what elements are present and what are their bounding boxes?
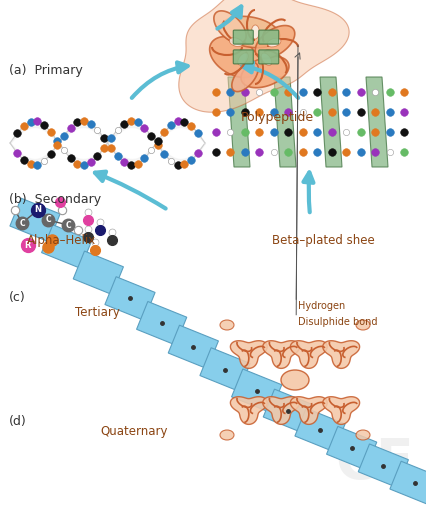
Polygon shape (327, 426, 377, 470)
Polygon shape (232, 62, 258, 92)
Polygon shape (263, 341, 299, 368)
Polygon shape (214, 11, 246, 43)
Polygon shape (263, 397, 299, 424)
Text: Quaternary: Quaternary (100, 425, 167, 438)
Text: (a)  Primary: (a) Primary (9, 64, 82, 77)
Polygon shape (230, 397, 267, 424)
Polygon shape (241, 56, 289, 88)
Text: Disulphide bond: Disulphide bond (298, 317, 378, 327)
Ellipse shape (281, 370, 309, 390)
Polygon shape (263, 389, 314, 433)
Polygon shape (10, 198, 60, 242)
Ellipse shape (229, 38, 243, 46)
Text: CE: CE (336, 437, 414, 490)
Polygon shape (228, 77, 250, 167)
Ellipse shape (251, 25, 259, 39)
Ellipse shape (261, 53, 272, 65)
FancyBboxPatch shape (233, 50, 253, 64)
Polygon shape (230, 341, 267, 368)
Text: (c): (c) (9, 291, 25, 304)
Text: Alpha–Helix: Alpha–Helix (27, 234, 96, 247)
Text: Polypeptide: Polypeptide (240, 111, 314, 124)
Polygon shape (295, 408, 345, 452)
Ellipse shape (268, 38, 281, 47)
Ellipse shape (356, 430, 370, 440)
Ellipse shape (220, 320, 234, 330)
Text: Tertiary: Tertiary (75, 306, 119, 319)
Polygon shape (366, 77, 388, 167)
Polygon shape (200, 348, 250, 391)
Polygon shape (320, 77, 342, 167)
Polygon shape (210, 37, 260, 77)
Text: C: C (45, 215, 51, 225)
Text: (d): (d) (9, 415, 26, 427)
FancyBboxPatch shape (259, 30, 279, 44)
Polygon shape (137, 301, 187, 345)
Text: N: N (35, 205, 41, 215)
Polygon shape (232, 369, 282, 413)
Polygon shape (255, 26, 295, 59)
Polygon shape (390, 461, 426, 505)
Polygon shape (105, 277, 155, 320)
Text: (b)  Secondary: (b) Secondary (9, 193, 101, 206)
FancyBboxPatch shape (259, 50, 279, 64)
Polygon shape (291, 341, 327, 368)
Text: R: R (25, 241, 31, 249)
FancyBboxPatch shape (233, 30, 253, 44)
Polygon shape (179, 0, 349, 112)
Text: Beta–plated shee: Beta–plated shee (272, 234, 375, 247)
Polygon shape (291, 397, 327, 424)
Ellipse shape (238, 53, 248, 65)
Polygon shape (323, 397, 360, 424)
Text: C: C (65, 220, 71, 230)
Text: Hydrogen: Hydrogen (298, 301, 345, 311)
Polygon shape (323, 341, 360, 368)
Polygon shape (358, 444, 409, 488)
Polygon shape (42, 225, 92, 268)
Ellipse shape (220, 430, 234, 440)
Text: C: C (19, 218, 25, 228)
Polygon shape (220, 16, 279, 48)
Polygon shape (168, 325, 219, 369)
Polygon shape (274, 77, 296, 167)
Ellipse shape (356, 320, 370, 330)
Polygon shape (73, 251, 124, 295)
